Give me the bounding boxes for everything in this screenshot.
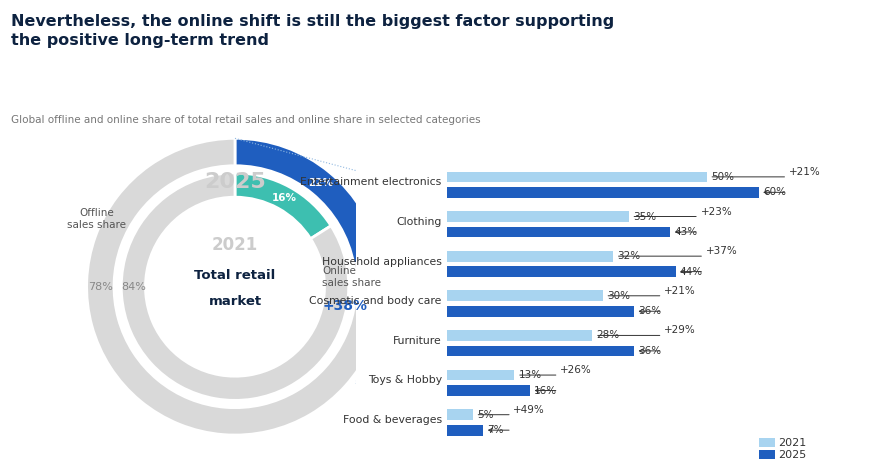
Text: Toys & Hobby: Toys & Hobby [368,376,442,385]
Bar [759,439,775,447]
Bar [447,227,670,237]
Text: +38%: +38% [322,299,367,313]
Text: 2021: 2021 [212,236,258,254]
Wedge shape [235,173,331,239]
Text: 30%: 30% [607,291,630,301]
Bar [447,306,634,317]
Text: 50%: 50% [711,172,734,182]
Text: market: market [209,295,262,308]
Bar [447,172,707,182]
Bar [447,266,676,277]
Bar [759,450,775,459]
Text: Nevertheless, the online shift is still the biggest factor supporting
the positi: Nevertheless, the online shift is still … [11,14,615,47]
Text: Food & beverages: Food & beverages [342,415,442,425]
Bar [447,385,530,396]
Text: 16%: 16% [272,193,297,203]
Text: Global offline and online share of total retail sales and online share in select: Global offline and online share of total… [11,115,481,125]
Text: +37%: +37% [705,246,738,256]
Text: +21%: +21% [664,286,696,296]
Text: 5%: 5% [477,410,493,420]
Bar [447,290,602,301]
Text: Household appliances: Household appliances [322,257,442,266]
Text: 2025: 2025 [778,449,806,460]
Bar [447,211,629,222]
Text: +23%: +23% [700,206,732,217]
Text: +26%: +26% [560,365,592,375]
Text: Online
sales share: Online sales share [322,266,382,288]
Text: 22%: 22% [308,178,333,188]
Text: Cosmetic and body care: Cosmetic and body care [309,296,442,306]
Text: +29%: +29% [664,325,696,336]
Bar [447,345,634,356]
Text: Entertainment electronics: Entertainment electronics [300,177,442,187]
Text: Total retail: Total retail [195,269,276,282]
Text: 60%: 60% [763,188,786,197]
Text: 35%: 35% [633,212,656,221]
Text: 43%: 43% [675,227,698,237]
Text: 28%: 28% [596,330,620,340]
Text: 36%: 36% [638,306,661,316]
Bar [447,370,514,380]
Text: 2025: 2025 [204,172,266,192]
Text: +21%: +21% [789,167,821,177]
Wedge shape [86,138,383,435]
Text: Clothing: Clothing [396,217,442,227]
Text: 78%: 78% [88,282,113,292]
Text: 84%: 84% [121,282,146,292]
Bar [447,187,759,198]
Text: Furniture: Furniture [393,336,442,346]
Text: 2021: 2021 [778,438,806,447]
Text: Offline
sales share: Offline sales share [67,208,126,230]
Text: 7%: 7% [487,425,504,435]
Bar [447,425,484,436]
Bar [447,330,593,341]
Wedge shape [235,138,381,264]
Text: 13%: 13% [519,370,542,380]
Bar [447,251,613,261]
Text: 16%: 16% [534,385,557,396]
Bar [447,409,473,420]
Text: 44%: 44% [680,266,703,277]
Text: +49%: +49% [513,405,545,415]
Text: 32%: 32% [617,251,641,261]
Wedge shape [121,173,348,400]
Text: 36%: 36% [638,346,661,356]
